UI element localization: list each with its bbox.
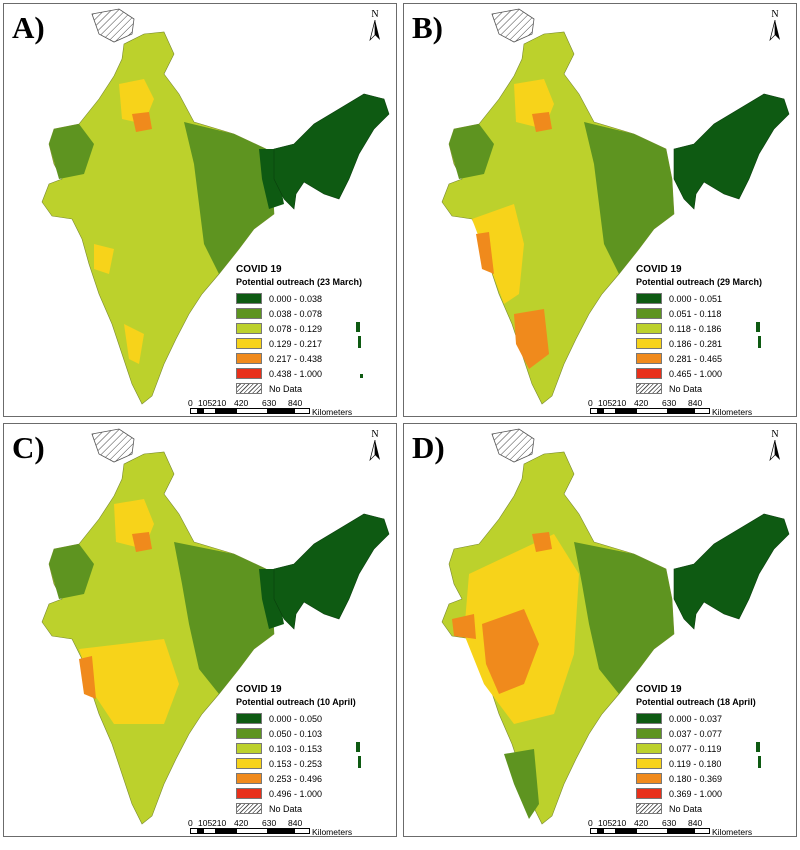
legend-item: 0.438 - 1.000 xyxy=(236,366,362,381)
panel-label: C) xyxy=(12,430,45,465)
legend-item: 0.180 - 0.369 xyxy=(636,771,756,786)
legend-item: 0.217 - 0.438 xyxy=(236,351,362,366)
legend-item: 0.129 - 0.217 xyxy=(236,336,362,351)
legend-item: 0.281 - 0.465 xyxy=(636,351,762,366)
region-yellow-south xyxy=(124,324,144,364)
panel-label: D) xyxy=(412,430,445,465)
legend-item: 0.000 - 0.051 xyxy=(636,291,762,306)
legend-item: 0.253 - 0.496 xyxy=(236,771,356,786)
legend-item: 0.496 - 1.000 xyxy=(236,786,356,801)
region-northeast xyxy=(273,93,390,210)
region-bengal xyxy=(259,149,284,209)
legend-item: 0.077 - 0.119 xyxy=(636,741,756,756)
legend-item: 0.000 - 0.037 xyxy=(636,711,756,726)
scale-bar: 0 105 210 420 630 840 Kilometers xyxy=(188,398,353,417)
legend-no-data: No Data xyxy=(636,381,762,396)
scale-bar: 0 105 210 420 630 840 Kilometers xyxy=(588,398,753,417)
legend: COVID 19 Potential outreach (23 March) 0… xyxy=(236,264,362,396)
region-delhi xyxy=(132,112,152,132)
india-map-a xyxy=(41,8,390,405)
legend-item: 0.153 - 0.253 xyxy=(236,756,356,771)
legend-item: 0.103 - 0.153 xyxy=(236,741,356,756)
map-panel-d: D) N COVID 19 Potential outreach (18 Apr… xyxy=(403,423,797,837)
legend-item: 0.186 - 0.281 xyxy=(636,336,762,351)
legend-subtitle: Potential outreach (23 March) xyxy=(236,277,363,287)
legend: COVID 19 Potential outreach (10 April) 0… xyxy=(236,684,356,816)
region-east xyxy=(184,122,274,274)
no-data-region xyxy=(91,8,135,43)
legend-item: 0.119 - 0.180 xyxy=(636,756,756,771)
legend-item: 0.000 - 0.038 xyxy=(236,291,362,306)
map-panel-c: C) N COVID 19 Potential outreach (10 Apr… xyxy=(3,423,397,837)
region-yellow-west xyxy=(94,244,114,274)
legend-item: 0.037 - 0.077 xyxy=(636,726,756,741)
legend-item: 0.038 - 0.078 xyxy=(236,306,362,321)
region-west xyxy=(49,124,94,179)
legend-no-data: No Data xyxy=(236,801,356,816)
panel-label: B) xyxy=(412,10,443,45)
legend: COVID 19 Potential outreach (18 April) 0… xyxy=(636,684,756,816)
legend-item: 0.078 - 0.129 xyxy=(236,321,362,336)
india-map-b xyxy=(441,8,790,405)
legend-item: 0.369 - 1.000 xyxy=(636,786,756,801)
scale-bar: 0 105 210 420 630 840 Kilometers xyxy=(588,818,753,837)
islands xyxy=(356,322,363,378)
india-map-c xyxy=(41,428,390,825)
north-arrow-icon: N xyxy=(766,10,784,47)
legend-item: 0.000 - 0.050 xyxy=(236,711,356,726)
panel-label: A) xyxy=(12,10,45,45)
legend-no-data: No Data xyxy=(236,381,362,396)
legend-item: 0.051 - 0.118 xyxy=(636,306,762,321)
north-arrow-icon: N xyxy=(366,430,384,467)
north-arrow-icon: N xyxy=(366,10,384,47)
india-map-d xyxy=(441,428,790,825)
legend-item: 0.050 - 0.103 xyxy=(236,726,356,741)
map-panel-b: B) N COVID 19 Potential outreach (29 Mar… xyxy=(403,3,797,417)
legend-title: COVID 19 xyxy=(236,264,282,275)
legend-no-data: No Data xyxy=(636,801,756,816)
legend-item: 0.118 - 0.186 xyxy=(636,321,762,336)
legend-item: 0.465 - 1.000 xyxy=(636,366,762,381)
north-arrow-icon: N xyxy=(766,430,784,467)
legend: COVID 19 Potential outreach (29 March) 0… xyxy=(636,264,762,396)
map-panel-a: A) N COVID 19 Potential outreach (23 Mar… xyxy=(3,3,397,417)
scale-bar: 0 105 210 420 630 840 Kilometers xyxy=(188,818,353,837)
